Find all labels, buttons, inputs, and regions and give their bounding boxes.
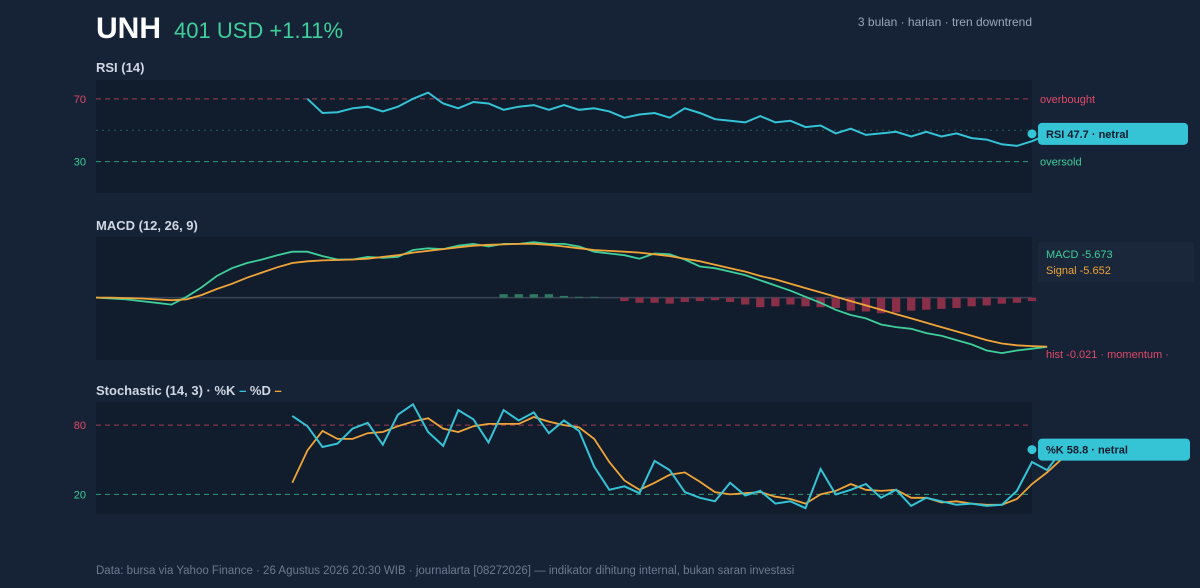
stochastic-plot-area [96, 402, 1032, 514]
macd-histogram-bar [544, 294, 554, 298]
macd-histogram-bar [499, 294, 508, 298]
macd-histogram-bar [665, 297, 674, 304]
macd-plot-area [96, 237, 1032, 360]
rsi-badge-text: RSI 47.7 · netral [1046, 129, 1129, 141]
macd-panel: MACD -5.673 Signal -5.652 hist -0.021 · mo… [95, 237, 1194, 361]
macd-histogram-bar [937, 297, 946, 309]
macd-histogram-bar [559, 295, 569, 298]
macd-histogram-bar [650, 297, 659, 303]
macd-histogram-bar [952, 297, 961, 309]
macd-histogram-bar [725, 297, 735, 302]
rsi-last-point [1027, 129, 1037, 139]
stochastic-tick-label: 20 [74, 489, 86, 501]
macd-histogram-bar [635, 297, 644, 303]
data-source-footer: Data: bursa via Yahoo Finance · 26 Agust… [96, 565, 794, 577]
macd-histogram-bar [997, 297, 1006, 304]
stochastic-last-point [1027, 445, 1037, 455]
macd-legend: MACD -5.673 Signal -5.652 [1038, 242, 1194, 282]
macd-histogram-bar [1027, 297, 1037, 302]
macd-histogram-bar [1012, 297, 1022, 303]
macd-histogram-bar [695, 297, 705, 302]
macd-histogram-label: hist -0.021 · momentum · [1046, 349, 1169, 361]
stochastic-title-d: %D [250, 383, 271, 398]
macd-histogram-bar [967, 297, 976, 307]
stochastic-panel: 80 20 %K 58.8 · netral [74, 402, 1190, 514]
macd-histogram-bar [756, 297, 765, 308]
macd-legend-signal: Signal -5.652 [1046, 265, 1111, 277]
macd-histogram-bar [620, 297, 629, 302]
macd-histogram-bar [846, 297, 855, 311]
macd-legend-bg [1038, 242, 1194, 282]
ticker-symbol: UNH [96, 12, 161, 45]
macd-legend-macd: MACD -5.673 [1046, 249, 1113, 261]
stochastic-k-line [291, 402, 1064, 510]
chart-meta: 3 bulan · harian · tren downtrend [858, 15, 1032, 29]
macd-histogram-bar [831, 297, 840, 309]
macd-histogram-bar [529, 294, 538, 298]
macd-histogram-bar [710, 297, 720, 301]
rsi-badge: RSI 47.7 · netral [1038, 122, 1188, 145]
stochastic-tick-label: 80 [74, 420, 86, 432]
macd-title: MACD (12, 26, 9) [96, 218, 198, 233]
rsi-panel: overbought oversold 70 30 RSI 47.7 · netral [74, 80, 1188, 193]
rsi-plot-area [96, 80, 1032, 193]
macd-histogram-bar [907, 297, 916, 311]
macd-histogram-bar [680, 297, 689, 302]
stochastic-badge: %K 58.8 · netral [1038, 438, 1190, 461]
price-change-percent: +1.11% [269, 18, 343, 43]
stochastic-title-k: Stochastic (14, 3) · %K [96, 383, 236, 398]
price-value: 401 USD [174, 18, 263, 43]
stochastic-title: Stochastic (14, 3) · %K – %D – [96, 383, 282, 398]
macd-histogram-bar [786, 297, 795, 305]
macd-histogram-bar [876, 297, 886, 314]
macd-histogram-bar [574, 296, 584, 298]
stochastic-badge-bg [1038, 438, 1190, 461]
rsi-tick-label: 30 [74, 157, 86, 169]
macd-histogram-bar [922, 297, 931, 310]
rsi-badge-bg [1038, 122, 1188, 145]
rsi-line [306, 91, 1078, 147]
stochastic-badge-text: %K 58.8 · netral [1046, 445, 1128, 457]
rsi-level-label: overbought [1040, 94, 1095, 106]
macd-histogram-bar [801, 297, 810, 307]
macd-histogram-bar [741, 297, 750, 305]
macd-histogram-bar [771, 297, 780, 307]
macd-histogram-bar [982, 297, 991, 306]
rsi-tick-label: 70 [74, 94, 86, 106]
macd-histogram-bar [891, 297, 901, 313]
price-change: 401 USD +1.11% [174, 18, 343, 43]
macd-line [95, 241, 1048, 355]
macd-histogram-bar [514, 294, 523, 298]
macd-histogram-bar [590, 296, 599, 298]
signal-line [96, 243, 1048, 348]
rsi-level-label: oversold [1040, 157, 1082, 169]
rsi-title: RSI (14) [96, 60, 144, 75]
